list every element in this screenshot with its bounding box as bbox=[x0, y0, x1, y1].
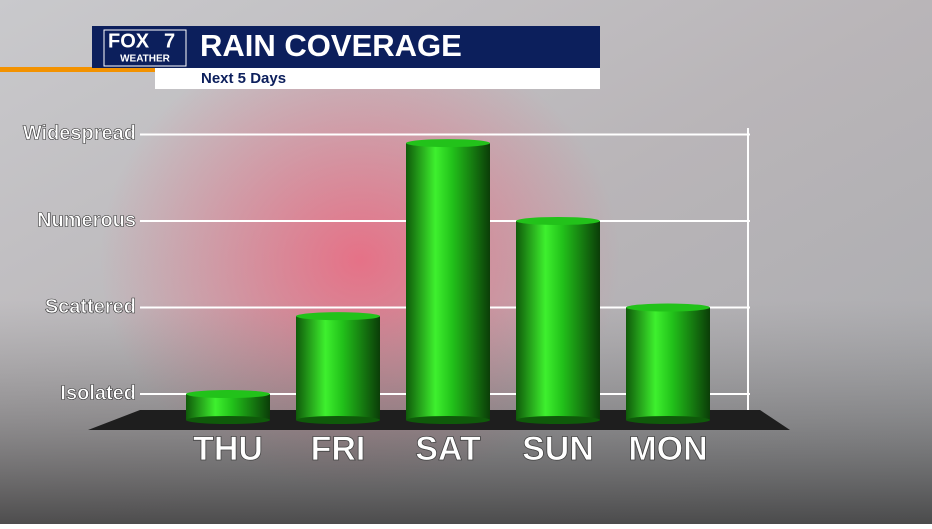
bar-cap bbox=[406, 139, 490, 148]
x-tick-label: FRI bbox=[311, 430, 366, 468]
bar-base bbox=[516, 416, 600, 424]
bar-body bbox=[516, 220, 600, 420]
y-tick-label: Widespread bbox=[23, 123, 136, 145]
chart-title: RAIN COVERAGE bbox=[200, 28, 462, 63]
x-tick-label: SUN bbox=[522, 430, 594, 468]
bar-body bbox=[626, 307, 710, 420]
bar-body bbox=[296, 316, 380, 420]
bar-cap bbox=[626, 303, 710, 312]
bar-body bbox=[186, 394, 270, 420]
chart-subtitle: Next 5 Days bbox=[201, 70, 286, 87]
x-tick-label: SAT bbox=[415, 430, 481, 468]
bar bbox=[406, 139, 490, 424]
bar-base bbox=[186, 416, 270, 424]
bar-cap bbox=[186, 390, 270, 399]
bar-base bbox=[406, 416, 490, 424]
y-tick-label: Isolated bbox=[60, 382, 136, 404]
y-tick-label: Numerous bbox=[37, 209, 136, 231]
bar-cap bbox=[516, 216, 600, 225]
logo-number: 7 bbox=[164, 30, 175, 52]
bar bbox=[516, 216, 600, 424]
bar-base bbox=[626, 416, 710, 424]
x-tick-label: MON bbox=[628, 430, 707, 468]
bar bbox=[296, 312, 380, 424]
y-tick-label: Scattered bbox=[45, 296, 136, 318]
bar-cap bbox=[296, 312, 380, 321]
bar bbox=[626, 303, 710, 424]
bar-body bbox=[406, 143, 490, 420]
accent-bar bbox=[0, 67, 155, 72]
logo-box bbox=[103, 29, 187, 67]
bar-base bbox=[296, 416, 380, 424]
x-tick-label: THU bbox=[193, 430, 263, 468]
logo-sub: WEATHER bbox=[120, 54, 171, 65]
subtitle-banner bbox=[155, 68, 600, 89]
logo-name: FOX bbox=[108, 30, 150, 52]
bar bbox=[186, 390, 270, 424]
